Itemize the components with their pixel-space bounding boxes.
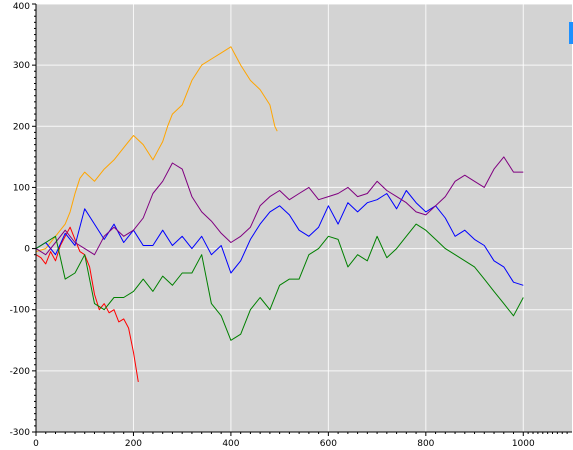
x-ticks: 0 200 400 600 800 1000 <box>33 432 568 449</box>
y-tick-label: -300 <box>10 428 31 438</box>
y-ticks: -300 -200 -100 0 100 200 300 400 <box>10 2 36 438</box>
y-tick-label: -200 <box>10 367 31 377</box>
y-tick-label: 300 <box>13 61 30 71</box>
series-group <box>35 46 524 382</box>
x-tick-label: 400 <box>222 439 239 449</box>
x-tick-label: 0 <box>33 439 39 449</box>
y-tick-label: -100 <box>10 306 31 316</box>
series-line-4 <box>35 156 524 256</box>
y-tick-label: 200 <box>13 122 30 132</box>
series-line-2 <box>35 46 278 253</box>
series-line-1 <box>35 226 139 382</box>
x-tick-label: 800 <box>417 439 434 449</box>
y-tick-label: 0 <box>24 245 30 255</box>
series-legend-marker <box>569 22 573 44</box>
x-tick-label: 600 <box>320 439 337 449</box>
x-tick-label: 1000 <box>512 439 535 449</box>
x-tick-label: 200 <box>125 439 142 449</box>
series-line-5 <box>35 223 524 341</box>
y-tick-label: 100 <box>13 183 30 193</box>
y-tick-label: 400 <box>13 2 30 12</box>
plot-background <box>36 4 572 432</box>
grid <box>36 3 572 432</box>
